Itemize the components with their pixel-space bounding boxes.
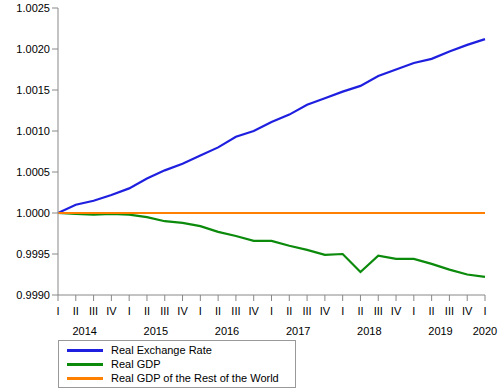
svg-text:I: I <box>341 305 344 317</box>
svg-text:III: III <box>374 305 383 317</box>
svg-text:2020: 2020 <box>473 325 492 335</box>
svg-text:1.0010: 1.0010 <box>16 125 50 137</box>
svg-text:2017: 2017 <box>286 325 310 335</box>
svg-text:1.0015: 1.0015 <box>16 84 50 96</box>
svg-text:I: I <box>128 305 131 317</box>
svg-text:2014: 2014 <box>72 325 96 335</box>
html-text:Real GDP of the Rest of the Wo: Real GDP of the Rest of the World <box>111 372 279 384</box>
svg-text:0.9995: 0.9995 <box>16 248 50 260</box>
svg-text:2015: 2015 <box>144 325 168 335</box>
svg-text:I: I <box>199 305 202 317</box>
svg-text:IV: IV <box>106 305 117 317</box>
svg-text:2018: 2018 <box>357 325 381 335</box>
svg-text:III: III <box>89 305 98 317</box>
svg-text:1.0025: 1.0025 <box>16 2 50 14</box>
svg-text:IV: IV <box>391 305 402 317</box>
svg-text:III: III <box>445 305 454 317</box>
svg-text:2019: 2019 <box>428 325 452 335</box>
svg-text:1.0005: 1.0005 <box>16 166 50 178</box>
svg-text:III: III <box>160 305 169 317</box>
svg-text:II: II <box>73 305 79 317</box>
svg-text:III: III <box>302 305 311 317</box>
svg-text:I: I <box>412 305 415 317</box>
svg-text:III: III <box>231 305 240 317</box>
svg-text:0.9990: 0.9990 <box>16 289 50 301</box>
svg-text:II: II <box>429 305 435 317</box>
html-text:Real Exchange Rate: Real Exchange Rate <box>111 344 212 356</box>
svg-text:I: I <box>483 305 486 317</box>
svg-text:IV: IV <box>177 305 188 317</box>
svg-text:IV: IV <box>249 305 260 317</box>
svg-text:II: II <box>357 305 363 317</box>
svg-text:I: I <box>56 305 59 317</box>
svg-text:II: II <box>286 305 292 317</box>
svg-text:I: I <box>270 305 273 317</box>
svg-text:IV: IV <box>462 305 473 317</box>
svg-text:II: II <box>144 305 150 317</box>
svg-text:2016: 2016 <box>215 325 239 335</box>
html-text:Real GDP: Real GDP <box>111 358 161 370</box>
svg-text:1.0020: 1.0020 <box>16 43 50 55</box>
svg-text:IV: IV <box>320 305 331 317</box>
svg-text:1.0000: 1.0000 <box>16 207 50 219</box>
svg-text:II: II <box>215 305 221 317</box>
